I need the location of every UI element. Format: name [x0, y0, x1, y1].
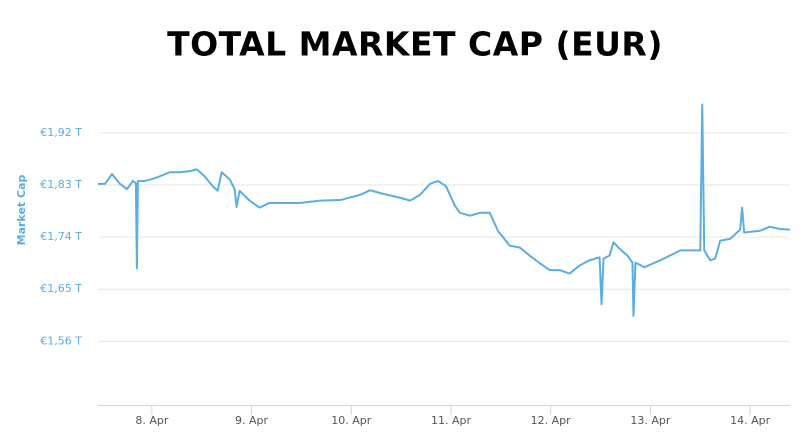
- line-series: [98, 103, 791, 317]
- chart-title: TOTAL MARKET CAP (EUR): [167, 25, 663, 64]
- y-tick-label: €1,74 T: [40, 230, 82, 243]
- y-tick-label: €1,83 T: [40, 178, 82, 191]
- y-tick-label: €1,65 T: [40, 282, 82, 295]
- x-tick-label: 13. Apr: [630, 414, 670, 427]
- x-tick-label: 10. Apr: [331, 414, 371, 427]
- x-tick-label: 14. Apr: [730, 414, 770, 427]
- x-tick-label: 11. Apr: [431, 414, 471, 427]
- y-tick-label: €1,56 T: [40, 334, 82, 347]
- x-tick-label: 8. Apr: [135, 414, 168, 427]
- x-tick-label: 12. Apr: [531, 414, 571, 427]
- y-axis-label: Market Cap: [15, 175, 28, 246]
- y-tick-label: €1,92 T: [40, 126, 82, 139]
- x-tick-label: 9. Apr: [235, 414, 268, 427]
